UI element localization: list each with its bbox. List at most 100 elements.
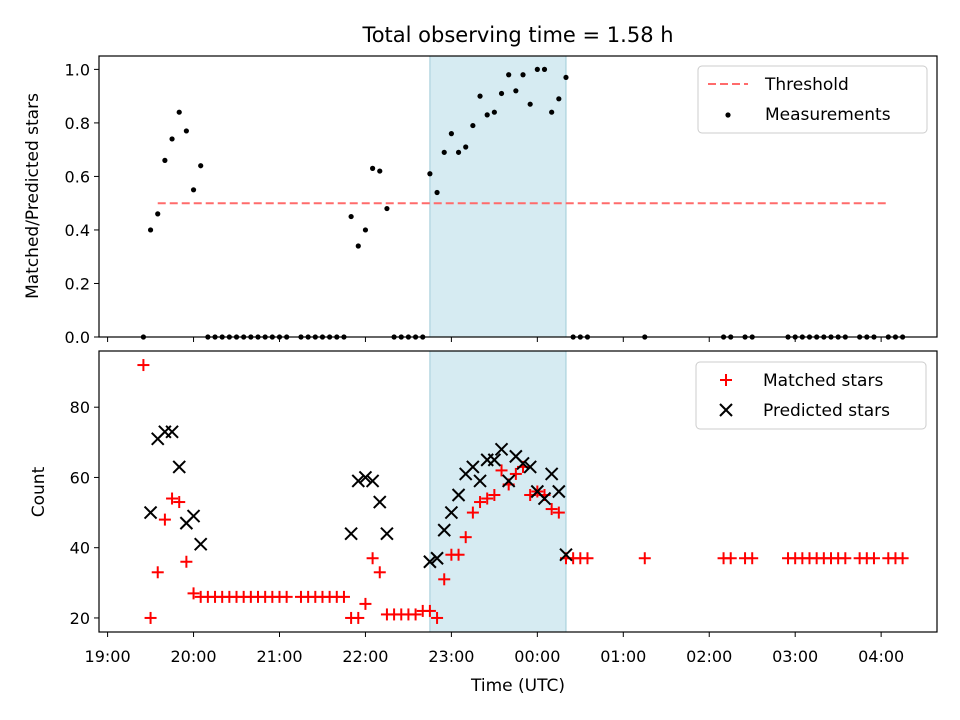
bottom-x-tick-label: 22:00 — [342, 647, 388, 666]
predicted-marker-b — [365, 474, 380, 488]
matched-star-point — [423, 604, 436, 617]
predicted-marker-b — [451, 488, 466, 502]
top-y-tick-label: 1.0 — [65, 60, 90, 79]
top-y-tick-label: 0.6 — [65, 167, 90, 186]
predicted-star-point — [516, 456, 530, 471]
matched-legend-marker — [720, 374, 732, 386]
predicted-marker-b — [380, 526, 394, 541]
measurement-point — [384, 205, 390, 212]
bottom-shaded-interval — [429, 350, 567, 633]
measurement-point — [455, 149, 462, 155]
bottom-x-tick-label: 00:00 — [514, 647, 560, 666]
measurement-point — [527, 101, 533, 107]
predicted-marker-b — [143, 505, 158, 520]
matched-star-point — [280, 590, 293, 603]
matched-star-point — [438, 573, 451, 586]
matched-star-point — [409, 608, 422, 621]
matched-star-point — [459, 531, 472, 544]
measurement-point — [448, 131, 454, 137]
predicted-star-point — [365, 474, 380, 488]
top-y-tick-label: 0.4 — [65, 221, 90, 240]
measurement-point — [370, 165, 376, 171]
measurement-point — [534, 66, 540, 72]
bottom-x-tick-label: 21:00 — [256, 647, 302, 666]
predicted-marker-b — [423, 555, 437, 569]
matched-star-point — [158, 513, 171, 526]
matched-star-point — [495, 464, 508, 477]
matched-star-point — [373, 566, 386, 579]
matched-star-point — [724, 552, 737, 565]
predicted-star-point — [451, 488, 466, 502]
matched-star-point — [431, 611, 444, 624]
measurement-point — [549, 109, 555, 115]
bottom-legend-box — [695, 361, 927, 430]
predicted-marker-b — [501, 474, 516, 488]
predicted-marker-b — [358, 470, 373, 485]
measurements-legend-marker — [725, 112, 731, 118]
predicted-star-point — [430, 551, 444, 565]
matched-star-point — [144, 611, 157, 624]
predicted-marker-b — [509, 449, 523, 464]
top-y-tick-label: 0.0 — [65, 328, 90, 347]
predicted-star-point — [544, 467, 559, 481]
top-plot-frame — [98, 55, 938, 338]
bottom-plot: 20 40 60 80 19:00 20:00 21:00 22:00 23:00 00:00 01… — [70, 350, 938, 666]
measurement-point — [162, 157, 168, 163]
matched-star-point — [452, 548, 465, 561]
predicted-star-point — [143, 505, 158, 520]
top-shaded-interval — [429, 55, 567, 338]
predicted-star-point — [444, 505, 459, 520]
matched-star-point — [180, 555, 193, 568]
matched-star-point — [337, 590, 350, 603]
predicted-star-point — [186, 509, 201, 523]
predicted-marker-b — [559, 548, 573, 562]
top-plot: 0.0 0.2 0.4 0.6 0.8 1.0 — [65, 55, 938, 347]
predicted-star-point — [437, 523, 451, 537]
predicted-marker-b — [473, 474, 487, 488]
top-y-tick-label: 0.2 — [65, 274, 90, 293]
bottom-x-tick-label: 23:00 — [428, 647, 474, 666]
predicted-marker-b — [552, 484, 566, 499]
matched-star-point — [638, 552, 651, 565]
measurement-point — [377, 168, 383, 174]
measurement-point — [434, 189, 440, 196]
predicted-marker-b — [530, 484, 545, 499]
threshold-legend-label: Threshold — [764, 75, 849, 95]
predicted-star-point — [552, 484, 566, 499]
measurement-point — [556, 96, 562, 102]
predicted-marker-b — [344, 526, 358, 541]
predicted-star-point — [466, 460, 480, 474]
measurement-point — [491, 109, 497, 115]
predicted-marker-b — [487, 453, 502, 467]
predicted-star-point — [172, 460, 186, 474]
measurement-point — [513, 88, 519, 94]
x-axis-label: Time (UTC) — [470, 676, 565, 696]
measurement-point — [498, 90, 505, 97]
matched-star-point — [359, 597, 372, 610]
predicted-star-point — [423, 555, 437, 569]
matched-star-point — [488, 489, 501, 502]
measurement-point — [183, 128, 189, 134]
predicted-marker-b — [437, 523, 451, 537]
measurement-point — [355, 243, 361, 249]
measurement-point — [520, 72, 526, 78]
matched-star-point — [466, 506, 479, 519]
measurement-point — [477, 93, 483, 99]
measurement-point — [484, 112, 490, 118]
predicted-marker-b — [373, 495, 387, 509]
bottom-x-tick-label: 19:00 — [85, 647, 131, 666]
measurement-point — [198, 163, 204, 169]
bottom-y-tick-label: 60 — [70, 468, 90, 487]
bottom-x-tick-label: 02:00 — [686, 647, 732, 666]
predicted-marker-b — [430, 551, 444, 565]
predicted-star-point — [523, 460, 537, 474]
predicted-marker-b — [186, 509, 201, 523]
predicted-marker-b — [537, 491, 552, 506]
measurement-point — [470, 122, 476, 129]
predicted-star-point — [165, 425, 179, 439]
matched-star-point — [366, 552, 379, 565]
predicted-marker-b — [466, 460, 480, 474]
bottom-y-tick-label: 80 — [70, 398, 90, 417]
predicted-legend-label: Predicted stars — [763, 401, 890, 421]
